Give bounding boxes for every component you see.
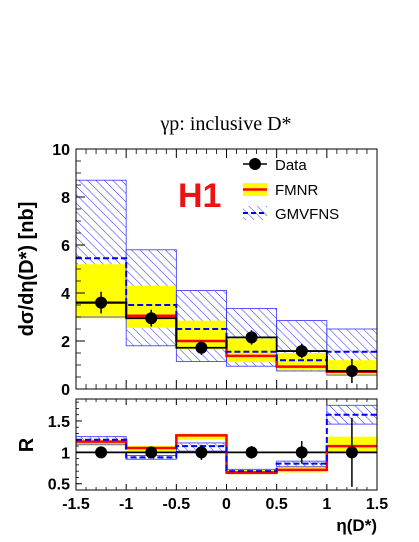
- x-axis-label: η(D*): [336, 516, 377, 535]
- bot-y-tick-label-2: 1.5: [48, 414, 70, 431]
- bot-fmnr-band-bin-0: [76, 439, 127, 447]
- top-lines: [76, 257, 377, 373]
- ratio-y-tick-labels: 0.5 1 1.5: [48, 414, 70, 494]
- legend-gmvfns-label: GMVFNS: [275, 206, 339, 223]
- legend-fmnr-label: FMNR: [275, 182, 318, 199]
- top-y-tick-label-4: 8: [61, 190, 70, 207]
- top-y-tick-label-5: 10: [52, 142, 70, 159]
- top-y-tick-label-2: 4: [61, 286, 70, 303]
- top-data-point-4: [295, 345, 308, 358]
- x-tick-label-2: -0.5: [163, 496, 191, 513]
- x-tick-label-1: -1: [119, 496, 133, 513]
- ratio-lines: [76, 413, 377, 474]
- ratio-panel: 0.5 1 1.5 -1.5 -1 -0.5 0 0.5 1 1.5 R η(D*): [16, 398, 388, 535]
- ratio-points: [95, 417, 358, 487]
- top-y-tick-labels: 0 2 4 6 8 10: [52, 142, 70, 399]
- top-data-point-2: [195, 341, 208, 354]
- experiment-label: H1: [178, 177, 221, 215]
- top-ticks: [75, 148, 378, 390]
- x-tick-label-0: -1.5: [62, 496, 90, 513]
- top-points: [95, 291, 358, 383]
- top-data-point-0: [95, 296, 108, 309]
- bot-data-point-1: [145, 446, 158, 459]
- top-y-tick-label-3: 6: [61, 238, 70, 255]
- legend: Data FMNR GMVFNS: [243, 157, 339, 223]
- x-tick-label-3: 0: [222, 496, 231, 513]
- top-data-point-1: [145, 312, 158, 325]
- bot-data-point-3: [245, 446, 258, 459]
- top-data-point-5: [345, 365, 358, 377]
- bot-y-tick-label-1: 1: [61, 445, 70, 462]
- bot-data-point-5: [345, 446, 358, 459]
- x-tick-labels: -1.5 -1 -0.5 0 0.5 1 1.5: [62, 496, 388, 513]
- bot-gmvfns-line: [76, 413, 377, 473]
- bot-data-point-2: [195, 446, 208, 459]
- x-tick-label-5: 1: [322, 496, 331, 513]
- bot-data-point-4: [295, 446, 308, 459]
- bot-gmvfns-band-bin-5: [326, 405, 377, 425]
- bot-y-tick-label-0: 0.5: [48, 477, 70, 494]
- ratio-ticks: [75, 399, 378, 491]
- bot-fmnr-band-bin-2: [176, 433, 227, 440]
- legend-data-label: Data: [275, 157, 307, 174]
- top-data-step-line: [76, 301, 377, 372]
- x-tick-label-6: 1.5: [366, 496, 388, 513]
- x-tick-label-4: 0.5: [266, 496, 288, 513]
- chart-title: γp: inclusive D*: [159, 113, 291, 135]
- top-y-axis-label: dσ/dη(D*) [nb]: [16, 202, 38, 337]
- top-y-tick-label-0: 0: [61, 382, 70, 399]
- bot-data-point-0: [95, 446, 108, 459]
- top-y-tick-label-1: 2: [61, 334, 70, 351]
- top-data-point-3: [245, 331, 258, 344]
- legend-data-marker: [249, 158, 261, 170]
- bot-gmvfns-band-bin-4: [276, 461, 327, 467]
- ratio-y-axis-label: R: [16, 437, 38, 452]
